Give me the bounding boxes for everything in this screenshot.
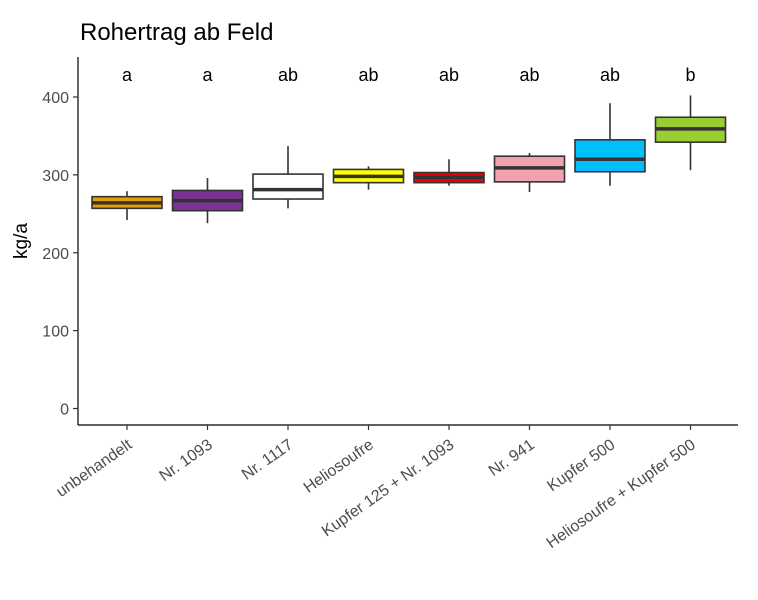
x-tick-label: Nr. 941 [486,436,538,480]
y-tick-label: 100 [42,324,69,341]
significance-letters-group: a a ab ab ab ab ab b [122,65,696,85]
significance-letter: ab [600,65,620,85]
y-tick-label: 300 [42,168,69,185]
y-axis-label: kg/a [11,223,32,259]
chart-title: Rohertrag ab Feld [80,19,273,46]
box-6 [493,153,566,193]
significance-letter: ab [519,65,539,85]
box-2 [171,177,244,224]
box-1 [91,191,163,221]
significance-letter: ab [278,65,298,85]
x-tick-label: Nr. 1117 [239,436,296,483]
box-3 [252,146,324,209]
y-tick-label: 200 [42,246,69,263]
x-tick-label: Kupfer 500 [544,436,618,495]
significance-letter: b [685,65,695,85]
x-tick-label: Heliosoufre [301,436,377,496]
box-rect [574,139,646,173]
box-5 [413,159,485,186]
significance-letter: a [122,65,133,85]
significance-letter: ab [439,65,459,85]
y-tick-label: 0 [60,402,69,419]
box-7 [574,103,646,186]
x-tick-label: Heliosoufre + Kupfer 500 [544,436,699,552]
x-tick-label: Nr. 1093 [156,436,215,485]
box-4 [332,166,405,190]
x-ticks-group: unbehandelt Nr. 1093 Nr. 1117 HeliosoufreKu… [53,425,699,552]
x-tick-label: Kupfer 125 + Nr. 1093 [319,436,457,540]
box-rect [252,173,324,200]
y-tick-label: 400 [42,90,69,107]
significance-letter: a [202,65,213,85]
boxes-group [91,95,727,224]
significance-letter: ab [358,65,378,85]
y-ticks-group: 0 100 200 300 400 [42,90,78,419]
box-8 [654,95,727,171]
x-tick-label: unbehandelt [53,436,135,501]
